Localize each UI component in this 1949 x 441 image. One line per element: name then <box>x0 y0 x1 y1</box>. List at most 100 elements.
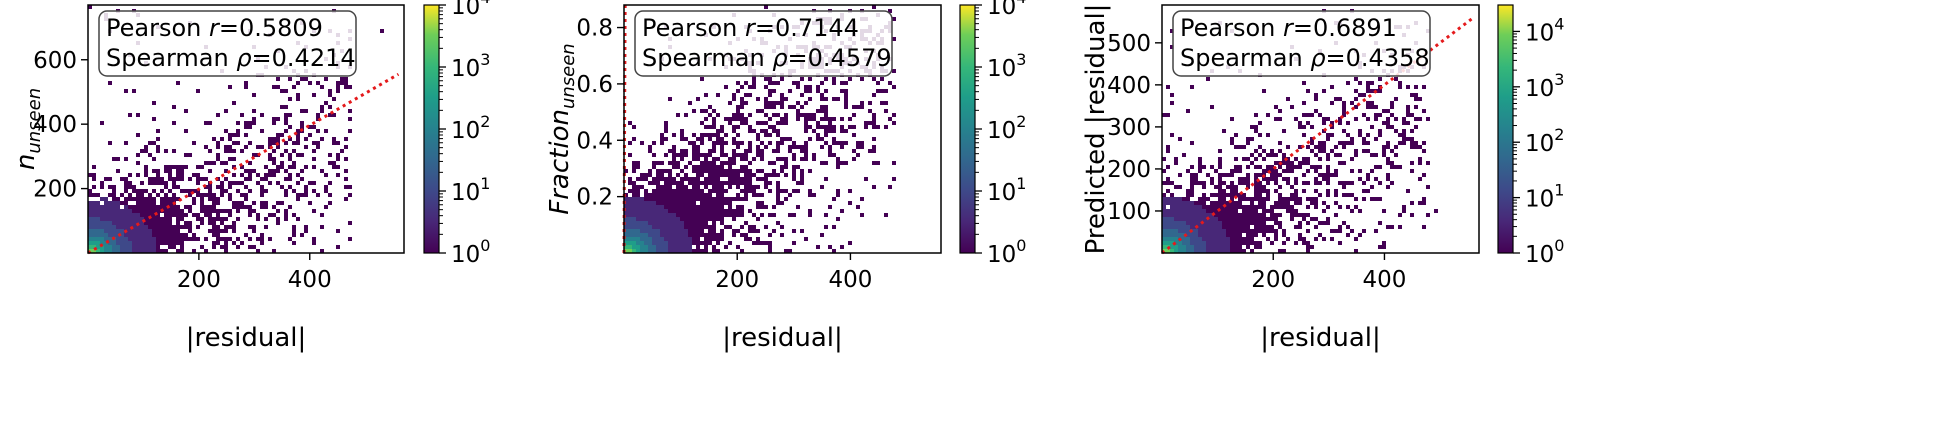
heatmap-cell <box>88 173 92 177</box>
heatmap-cell <box>1406 189 1410 193</box>
heatmap-cell <box>1214 245 1218 249</box>
heatmap-cell <box>104 241 108 245</box>
heatmap-cell <box>1166 165 1170 169</box>
heatmap-cell <box>184 205 188 209</box>
heatmap-cell <box>164 221 168 225</box>
heatmap-cell <box>1266 193 1270 197</box>
heatmap-cell <box>232 205 236 209</box>
heatmap-cell <box>192 197 196 201</box>
heatmap-cell <box>240 201 244 205</box>
heatmap-cell <box>764 225 768 229</box>
heatmap-cell <box>148 177 152 181</box>
heatmap-cell <box>1326 217 1330 221</box>
heatmap-cell <box>1426 185 1430 189</box>
heatmap-cell <box>676 181 680 185</box>
heatmap-cell <box>708 161 712 165</box>
heatmap-cell <box>744 153 748 157</box>
heatmap-cell <box>1326 169 1330 173</box>
heatmap-cell <box>180 225 184 229</box>
heatmap-cell <box>1354 205 1358 209</box>
heatmap-cell <box>628 249 632 253</box>
heatmap-cell <box>1214 237 1218 241</box>
heatmap-cell <box>688 217 692 221</box>
heatmap-cell <box>852 113 856 117</box>
heatmap-cell <box>1202 185 1206 189</box>
heatmap-cell <box>288 113 292 117</box>
heatmap-cell <box>1382 241 1386 245</box>
heatmap-cell <box>164 169 168 173</box>
heatmap-cell <box>696 165 700 169</box>
heatmap-cell <box>208 197 212 201</box>
heatmap-cell <box>776 101 780 105</box>
heatmap-cell <box>292 149 296 153</box>
heatmap-cell <box>648 181 652 185</box>
heatmap-cell <box>680 157 684 161</box>
heatmap-cell <box>108 225 112 229</box>
heatmap-cell <box>1266 165 1270 169</box>
heatmap-cell <box>188 237 192 241</box>
heatmap-cell <box>636 185 640 189</box>
heatmap-cell <box>1214 205 1218 209</box>
heatmap-cell <box>1226 213 1230 217</box>
heatmap-cell <box>1166 189 1170 193</box>
heatmap-cell <box>636 245 640 249</box>
heatmap-cell <box>884 125 888 129</box>
heatmap-cell <box>720 193 724 197</box>
heatmap-cell <box>704 197 708 201</box>
heatmap-cell <box>1426 213 1430 217</box>
heatmap-cell <box>804 141 808 145</box>
heatmap-cell <box>776 201 780 205</box>
heatmap-cell <box>792 169 796 173</box>
heatmap-cell <box>628 201 632 205</box>
heatmap-cell <box>116 237 120 241</box>
heatmap-cell <box>684 241 688 245</box>
heatmap-cell <box>1230 245 1234 249</box>
heatmap-cell <box>212 201 216 205</box>
heatmap-cell <box>1238 225 1242 229</box>
heatmap-cell <box>1198 181 1202 185</box>
heatmap-cell <box>1314 181 1318 185</box>
heatmap-cell <box>168 173 172 177</box>
heatmap-cell <box>1434 209 1438 213</box>
heatmap-cell <box>1222 217 1226 221</box>
heatmap-cell <box>1246 157 1250 161</box>
heatmap-cell <box>1350 137 1354 141</box>
heatmap-cell <box>1394 117 1398 121</box>
heatmap-cell <box>152 221 156 225</box>
heatmap-cell <box>152 177 156 181</box>
heatmap-cell <box>712 245 716 249</box>
heatmap-cell <box>160 225 164 229</box>
heatmap-cell <box>280 153 284 157</box>
heatmap-cell <box>228 237 232 241</box>
heatmap-cell <box>1286 157 1290 161</box>
heatmap-cell <box>1258 225 1262 229</box>
heatmap-cell <box>116 245 120 249</box>
heatmap-cell <box>1294 165 1298 169</box>
heatmap-cell <box>300 177 304 181</box>
heatmap-cell <box>1202 165 1206 169</box>
heatmap-cell <box>844 105 848 109</box>
heatmap-cell <box>644 221 648 225</box>
heatmap-cell <box>792 81 796 85</box>
heatmap-cell <box>848 77 852 81</box>
heatmap-cell <box>716 189 720 193</box>
heatmap-cell <box>1326 181 1330 185</box>
heatmap-cell <box>736 173 740 177</box>
heatmap-cell <box>780 121 784 125</box>
heatmap-cell <box>824 113 828 117</box>
heatmap-cell <box>1262 89 1266 93</box>
heatmap-cell <box>1258 185 1262 189</box>
heatmap-cell <box>676 213 680 217</box>
heatmap-cell <box>1314 217 1318 221</box>
heatmap-cell <box>660 233 664 237</box>
heatmap-cell <box>256 249 260 253</box>
heatmap-cell <box>1170 245 1174 249</box>
heatmap-cell <box>1222 129 1226 133</box>
heatmap-cell <box>112 245 116 249</box>
heatmap-cell <box>696 225 700 229</box>
heatmap-cell <box>724 133 728 137</box>
heatmap-cell <box>672 225 676 229</box>
heatmap-cell <box>288 157 292 161</box>
heatmap-cell <box>220 181 224 185</box>
heatmap-cell <box>1230 141 1234 145</box>
